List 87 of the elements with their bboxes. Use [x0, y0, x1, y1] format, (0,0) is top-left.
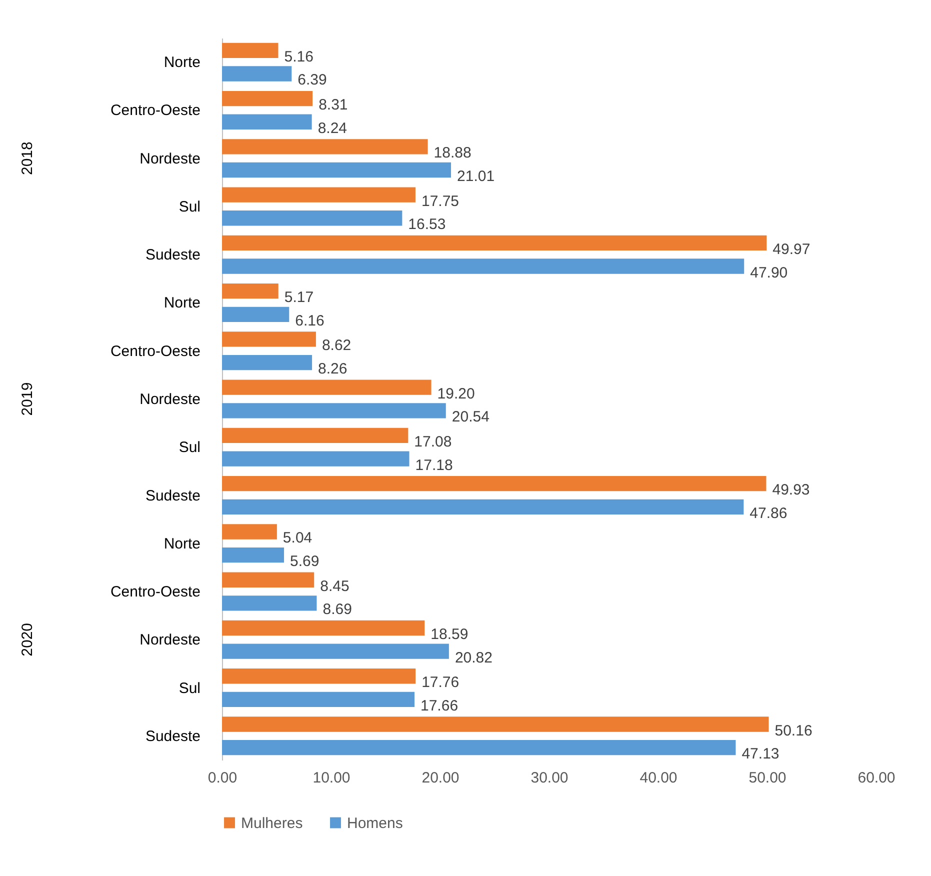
x-tick-label: 60.00 [858, 770, 896, 786]
bar [222, 620, 425, 636]
y-tick-label: Centro-Oeste [110, 584, 200, 601]
bar [222, 692, 414, 708]
data-label: 18.59 [430, 626, 468, 643]
bar [222, 428, 408, 444]
y-tick-label: Sul [178, 198, 200, 216]
y-tick-label: Sul [178, 680, 200, 697]
bar [222, 499, 744, 515]
y-tick-label: Norte [164, 54, 200, 72]
bar [222, 66, 292, 82]
bar [222, 644, 449, 659]
x-tick-label: 10.00 [312, 770, 350, 786]
bar [222, 306, 290, 322]
data-label: 16.53 [408, 216, 446, 234]
x-tick-label: 20.00 [422, 770, 460, 786]
x-tick-label: 50.00 [748, 770, 786, 786]
data-label: 18.88 [434, 144, 472, 162]
y-tick-label: Nordeste [140, 632, 200, 649]
x-tick-label: 30.00 [530, 770, 568, 786]
bar [222, 90, 313, 106]
bar [222, 235, 767, 251]
y-tick-label: Nordeste [140, 150, 200, 168]
data-label: 8.45 [320, 578, 350, 595]
data-label: 19.20 [437, 385, 475, 402]
data-label: 5.17 [284, 289, 314, 306]
bar [222, 596, 317, 611]
data-label: 47.13 [742, 746, 780, 763]
bar [222, 187, 416, 202]
bar [222, 451, 410, 466]
data-label: 47.90 [750, 264, 788, 282]
y-tick-label: Sudeste [145, 246, 200, 264]
data-label: 5.04 [282, 530, 312, 547]
text: 2019 [19, 382, 36, 416]
bar [222, 42, 278, 58]
bar [222, 210, 402, 226]
bar [222, 332, 316, 347]
legend-label: Mulheres [241, 814, 303, 832]
bar [222, 547, 284, 563]
bar [222, 258, 744, 274]
bar [222, 668, 416, 684]
bar [222, 524, 277, 540]
data-label: 20.54 [452, 408, 490, 426]
data-label: 6.39 [298, 72, 327, 89]
data-label: 17.75 [421, 192, 460, 210]
data-label: 20.82 [454, 649, 492, 666]
text: 2018 [19, 142, 36, 176]
bar [222, 114, 312, 130]
data-label: 8.69 [322, 601, 352, 618]
data-label: 17.66 [420, 697, 458, 714]
x-tick-label: 40.00 [640, 770, 678, 786]
bar [222, 740, 736, 756]
bar [222, 162, 452, 178]
data-label: 21.01 [457, 168, 495, 185]
data-label: 6.16 [295, 312, 324, 330]
data-label: 47.86 [750, 504, 788, 522]
data-label: 49.93 [772, 482, 810, 499]
bar [222, 403, 446, 418]
data-label: 8.62 [322, 337, 352, 354]
bar [222, 380, 432, 395]
bar [222, 283, 278, 299]
data-label: 8.24 [318, 120, 348, 137]
text: 2020 [19, 622, 36, 656]
data-label: 5.16 [284, 48, 314, 66]
y-tick-label: Nordeste [140, 391, 200, 408]
y-tick-label: Norte [164, 535, 200, 552]
bar [222, 572, 314, 588]
y-tick-label: Sudeste [145, 487, 200, 504]
y-tick-label: Sudeste [145, 728, 200, 745]
data-label: 17.76 [422, 674, 460, 692]
y-tick-label: Norte [164, 294, 200, 312]
bar [222, 476, 766, 492]
data-label: 17.08 [414, 433, 452, 450]
legend-label: Homens [347, 814, 403, 832]
data-label: 8.31 [318, 96, 348, 114]
bar [222, 354, 312, 370]
data-label: 8.26 [318, 360, 348, 378]
data-label: 17.18 [415, 456, 453, 474]
y-tick-label: Sul [178, 439, 200, 456]
bar [222, 716, 769, 732]
data-label: 50.16 [774, 722, 812, 740]
x-tick-label: 0.00 [208, 770, 238, 786]
y-tick-label: Centro-Oeste [110, 102, 200, 120]
bar [222, 139, 428, 154]
data-label: 5.69 [290, 553, 320, 570]
y-tick-label: Centro-Oeste [110, 342, 200, 360]
data-label: 49.97 [772, 240, 810, 258]
